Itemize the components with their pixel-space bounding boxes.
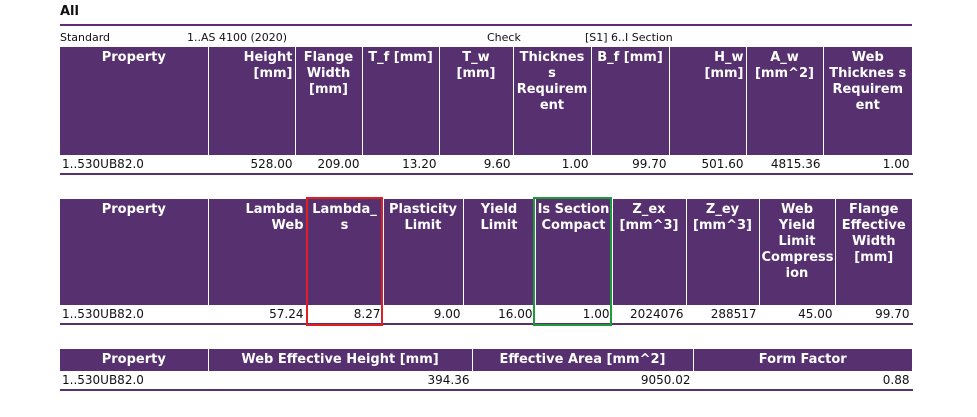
cell-effective-area: 9050.02	[472, 371, 694, 391]
standard-value: 1..AS 4100 (2020)	[187, 31, 288, 44]
col-hw: H_w [mm]	[669, 47, 747, 155]
table-row: 1..530UB82.0 528.00 209.00 13.20 9.60 1.…	[60, 155, 913, 175]
cell-property: 1..530UB82.0	[60, 371, 209, 391]
standard-label: Standard	[60, 31, 111, 44]
cell-flange-effective-width: 99.70	[835, 305, 913, 325]
section-properties-table: Property Height [mm] Flange Width [mm] T…	[60, 47, 913, 175]
cell-web-thickness-req: 1.00	[823, 155, 913, 175]
col-plasticity-limit: Plasticity Limit	[383, 199, 464, 305]
col-thickness-req: Thicknes s Requirem ent	[513, 47, 592, 155]
check-value: [S1] 6..I Section	[585, 31, 673, 44]
col-tw: T_w [mm]	[439, 47, 514, 155]
cell-web-yield-limit: 45.00	[759, 305, 836, 325]
cell-form-factor: 0.88	[693, 371, 913, 391]
cell-zey: 288517	[686, 305, 760, 325]
slenderness-table: Property Lambda Web Lambda_ s Plasticity…	[60, 199, 913, 325]
is-compact-highlight	[533, 197, 612, 326]
cell-height: 528.00	[208, 155, 296, 175]
table-header-row: Property Height [mm] Flange Width [mm] T…	[60, 47, 912, 155]
cell-tw: 9.60	[439, 155, 514, 175]
cell-property: 1..530UB82.0	[60, 305, 209, 325]
effective-section-table: Property Web Effective Height [mm] Effec…	[60, 349, 913, 391]
cell-bf: 99.70	[591, 155, 670, 175]
col-web-yield-limit: Web Yield Limit Compress ion	[759, 199, 836, 305]
col-property: Property	[60, 47, 209, 155]
col-effective-area: Effective Area [mm^2]	[472, 349, 694, 371]
cell-web-effective-height: 394.36	[208, 371, 473, 391]
lambda-s-highlight	[306, 197, 383, 326]
page-title: All	[60, 4, 79, 19]
table-row: 1..530UB82.0 394.36 9050.02 0.88	[60, 371, 913, 391]
col-lambda-web: Lambda Web	[208, 199, 307, 305]
cell-is-compact: 1.00	[535, 305, 613, 325]
col-lambda-s: Lambda_ s	[306, 199, 384, 305]
cell-lambda-web: 57.24	[208, 305, 307, 325]
cell-yield-limit: 16.00	[463, 305, 536, 325]
col-web-effective-height: Web Effective Height [mm]	[208, 349, 473, 371]
title-rule	[60, 24, 912, 26]
cell-aw: 4815.36	[746, 155, 824, 175]
cell-zex: 2024076	[612, 305, 687, 325]
col-web-thickness-req: Web Thicknes s Requirem ent	[823, 47, 912, 155]
cell-hw: 501.60	[669, 155, 747, 175]
col-height: Height [mm]	[208, 47, 296, 155]
col-flange-width: Flange Width [mm]	[295, 47, 363, 155]
col-form-factor: Form Factor	[693, 349, 912, 371]
col-flange-effective-width: Flange Effective Width [mm]	[835, 199, 912, 305]
table-header-row: Property Web Effective Height [mm] Effec…	[60, 349, 912, 371]
col-bf: B_f [mm]	[591, 47, 670, 155]
cell-tf: 13.20	[362, 155, 440, 175]
col-property: Property	[60, 199, 209, 305]
col-tf: T_f [mm]	[362, 47, 440, 155]
col-is-compact: Is Section Compact	[535, 199, 613, 305]
cell-property: 1..530UB82.0	[60, 155, 209, 175]
cell-thickness-req: 1.00	[513, 155, 592, 175]
cell-flange-width: 209.00	[295, 155, 363, 175]
col-aw: A_w [mm^2]	[746, 47, 824, 155]
table-row: 1..530UB82.0 57.24 8.27 9.00 16.00 1.00 …	[60, 305, 913, 325]
check-label: Check	[487, 31, 521, 44]
col-yield-limit: Yield Limit	[463, 199, 536, 305]
col-zex: Z_ex [mm^3]	[612, 199, 687, 305]
col-zey: Z_ey [mm^3]	[686, 199, 760, 305]
table-header-row: Property Lambda Web Lambda_ s Plasticity…	[60, 199, 912, 305]
cell-plasticity-limit: 9.00	[383, 305, 464, 325]
col-property: Property	[60, 349, 209, 371]
